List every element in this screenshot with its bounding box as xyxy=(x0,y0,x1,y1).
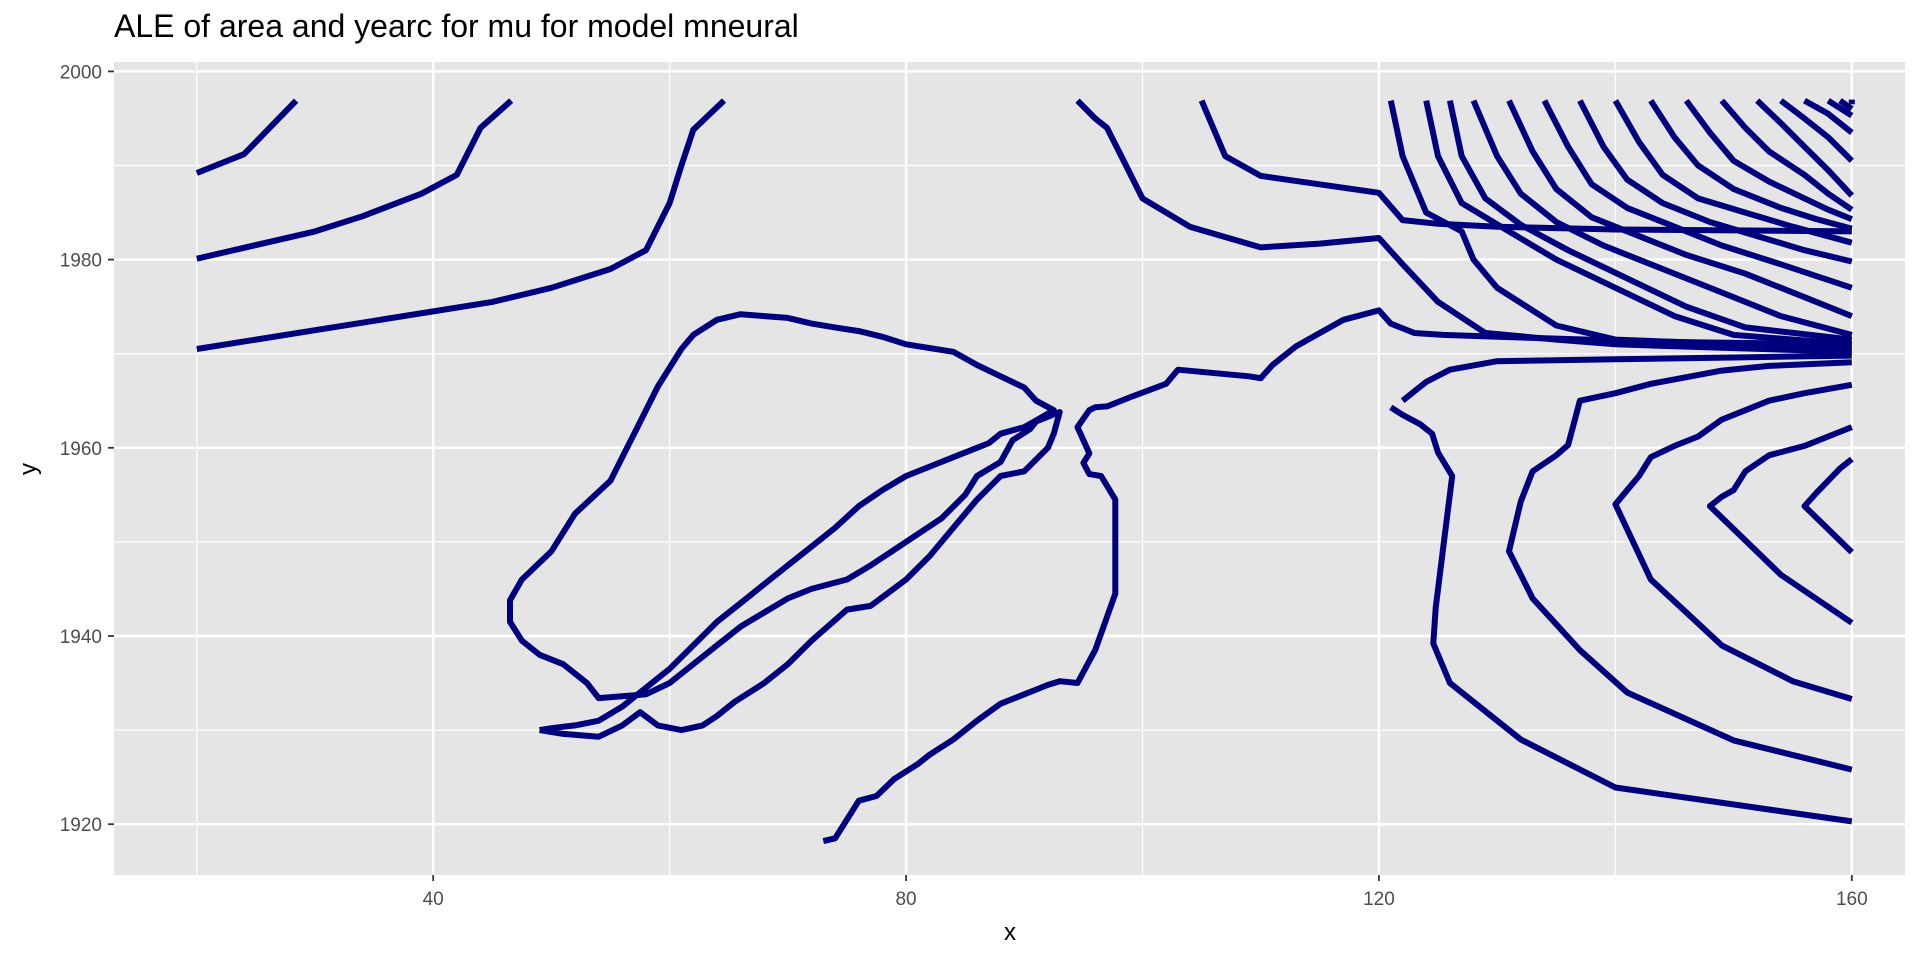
y-tick-label: 1920 xyxy=(60,815,102,836)
contour-line-10 xyxy=(1423,99,1853,348)
contour-line-1 xyxy=(195,98,299,176)
contour-line-23 xyxy=(1826,98,1854,119)
contour-line-3 xyxy=(196,98,727,352)
contour-line-7 xyxy=(1198,99,1852,235)
y-tick-label: 2000 xyxy=(60,62,102,83)
contour-line-15 xyxy=(1577,99,1853,265)
contour-line-8 xyxy=(1400,352,1852,404)
contour-line-4 xyxy=(507,311,1063,740)
contour-line-6 xyxy=(1075,98,1852,355)
contour-line-20 xyxy=(1755,98,1854,198)
contour-line-14 xyxy=(1541,99,1853,291)
contour-line-13 xyxy=(1506,99,1853,319)
contour-line-29 xyxy=(1706,424,1854,626)
contour-line-16 xyxy=(1612,99,1853,246)
contour-line-28 xyxy=(1612,381,1853,702)
y-axis-title: y xyxy=(15,463,42,475)
x-axis-title: x xyxy=(1004,919,1016,946)
contour-line-17 xyxy=(1648,98,1853,232)
series-layer xyxy=(195,97,1855,845)
contour-line-12 xyxy=(1470,99,1853,338)
contour-line-2 xyxy=(196,98,514,262)
chart-title: ALE of area and yearc for mu for model m… xyxy=(114,8,799,44)
contour-line-5 xyxy=(822,307,1852,845)
contour-line-9 xyxy=(1387,99,1852,352)
contour-line-18 xyxy=(1683,98,1853,222)
minor-grid xyxy=(114,62,1905,875)
y-tick-label: 1940 xyxy=(60,627,102,648)
x-tick-label: 160 xyxy=(1836,889,1868,910)
contour-line-26 xyxy=(1389,404,1853,825)
y-tick-label: 1960 xyxy=(60,439,102,460)
axis-ticks: 40 80 120 160 1920 1940 1960 1980 2000 xyxy=(60,62,1868,910)
x-tick-label: 120 xyxy=(1363,889,1395,910)
y-tick-label: 1980 xyxy=(60,251,102,272)
contour-line-27 xyxy=(1506,359,1853,773)
contour-line-19 xyxy=(1719,98,1854,213)
contour-line-21 xyxy=(1779,98,1854,163)
x-tick-label: 80 xyxy=(895,889,916,910)
x-tick-label: 40 xyxy=(423,889,444,910)
major-grid xyxy=(114,62,1905,875)
contour-line-30 xyxy=(1801,456,1854,555)
contour-line-24 xyxy=(1838,98,1854,112)
contour-line-11 xyxy=(1446,99,1853,343)
contour-line-22 xyxy=(1803,97,1854,135)
